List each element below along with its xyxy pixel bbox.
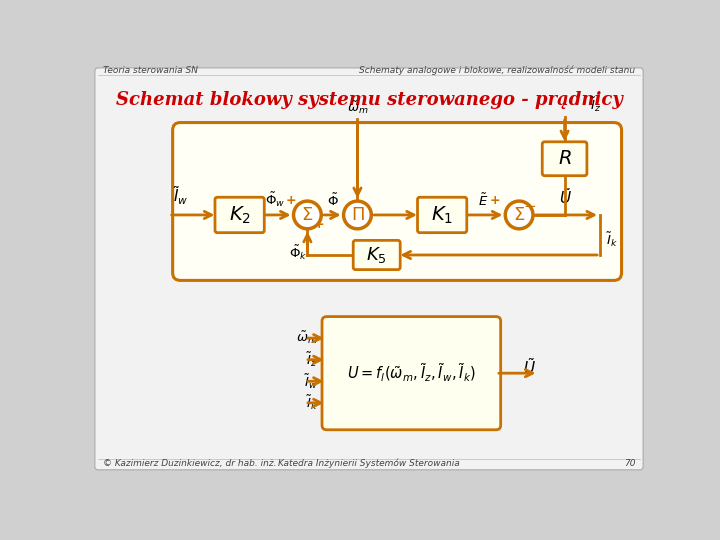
Circle shape: [505, 201, 533, 229]
Text: $-$: $-$: [523, 197, 536, 212]
Text: $\Sigma$: $\Sigma$: [513, 206, 526, 224]
Text: $K_5$: $K_5$: [366, 245, 387, 265]
Text: $K_1$: $K_1$: [431, 204, 453, 226]
FancyBboxPatch shape: [95, 68, 643, 470]
Text: +: +: [490, 194, 500, 207]
Text: +: +: [314, 219, 324, 232]
Text: +: +: [285, 194, 296, 207]
FancyBboxPatch shape: [215, 197, 264, 233]
Text: Teoria sterowania SN: Teoria sterowania SN: [102, 66, 197, 75]
Text: $\tilde{\Phi}$: $\tilde{\Phi}$: [327, 192, 338, 209]
Text: $\tilde{I}_z$: $\tilde{I}_z$: [306, 350, 318, 369]
Text: Schematy analogowe i blokowe, realizowalność modeli stanu: Schematy analogowe i blokowe, realizowal…: [359, 65, 636, 75]
FancyBboxPatch shape: [418, 197, 467, 233]
Text: $\tilde{I}_k$: $\tilde{I}_k$: [306, 394, 318, 412]
FancyBboxPatch shape: [173, 123, 621, 280]
Circle shape: [294, 201, 321, 229]
Text: $\tilde{\Phi}_w$: $\tilde{\Phi}_w$: [265, 190, 285, 209]
FancyBboxPatch shape: [354, 240, 400, 269]
Text: $U = f_l(\tilde{\omega}_m, \tilde{I}_z, \tilde{I}_w, \tilde{I}_k)$: $U = f_l(\tilde{\omega}_m, \tilde{I}_z, …: [347, 362, 476, 384]
Text: $\tilde{I}_k$: $\tilde{I}_k$: [606, 230, 618, 249]
Text: Schemat blokowy systemu sterowanego - prądnicy: Schemat blokowy systemu sterowanego - pr…: [116, 91, 622, 109]
Text: $\tilde{I}_z$: $\tilde{I}_z$: [590, 96, 601, 114]
FancyBboxPatch shape: [322, 316, 500, 430]
Text: $\tilde{I}_w$: $\tilde{I}_w$: [174, 185, 189, 207]
Text: Katedra Inżynierii Systemów Sterowania: Katedra Inżynierii Systemów Sterowania: [278, 459, 460, 468]
Text: $\tilde{U}$: $\tilde{U}$: [559, 187, 572, 207]
Text: $\tilde{U}$: $\tilde{U}$: [523, 357, 536, 377]
Text: $\tilde{\omega}_m$: $\tilde{\omega}_m$: [346, 100, 368, 117]
Text: $\tilde{\omega}_m$: $\tilde{\omega}_m$: [296, 330, 318, 347]
Text: $\Pi$: $\Pi$: [351, 206, 364, 224]
Text: $\tilde{\Phi}_k$: $\tilde{\Phi}_k$: [289, 244, 307, 262]
Text: $\tilde{E}$: $\tilde{E}$: [478, 192, 488, 209]
Text: © Kazimierz Duzinkiewicz, dr hab. inż.: © Kazimierz Duzinkiewicz, dr hab. inż.: [102, 459, 276, 468]
Text: 70: 70: [624, 459, 636, 468]
Circle shape: [343, 201, 372, 229]
Text: $K_2$: $K_2$: [229, 204, 251, 226]
FancyBboxPatch shape: [542, 142, 587, 176]
Text: $\tilde{I}_w$: $\tilde{I}_w$: [304, 372, 318, 390]
Text: $\Sigma$: $\Sigma$: [301, 206, 313, 224]
Text: $R$: $R$: [558, 150, 572, 168]
